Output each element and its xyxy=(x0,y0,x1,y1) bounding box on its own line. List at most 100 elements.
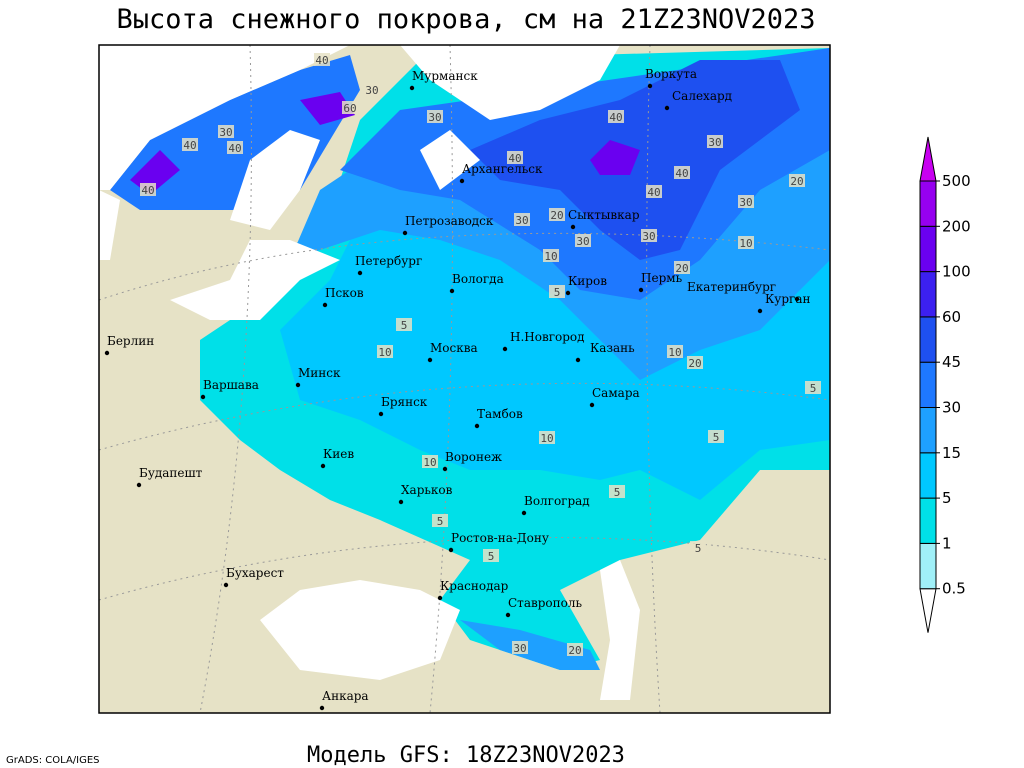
contour-label-box xyxy=(396,318,412,331)
colorbar-label: 0.5 xyxy=(942,580,966,598)
contour-label-box xyxy=(738,195,754,208)
contour-label: 5 xyxy=(614,486,621,499)
contour-label: 5 xyxy=(401,319,408,332)
contour-label: 40 xyxy=(675,167,688,180)
city-dot xyxy=(664,105,670,111)
colorbar-label: 100 xyxy=(942,263,971,281)
city-dot xyxy=(448,547,454,553)
contour-label-box xyxy=(218,125,234,138)
contour-label-box xyxy=(364,83,380,96)
contour-label: 30 xyxy=(365,84,378,97)
subtitle: Модель GFS: 18Z23NOV2023 xyxy=(307,743,625,768)
city-label: Петрозаводск xyxy=(405,214,494,228)
city-label: Бухарест xyxy=(226,566,284,580)
contour-label-box xyxy=(182,138,198,151)
contour-label-box xyxy=(314,53,330,66)
contour-label-box xyxy=(549,208,565,221)
contour-label-box xyxy=(483,549,499,562)
contour-label-box xyxy=(432,514,448,527)
contour-label: 5 xyxy=(695,542,702,555)
colorbar-swatch xyxy=(919,225,937,273)
sea xyxy=(99,45,640,700)
city-label: Москва xyxy=(430,341,478,355)
title: Высота снежного покрова, см на 21Z23NOV2… xyxy=(117,4,816,35)
colorbar-swatch xyxy=(919,542,937,590)
colorbar-swatch xyxy=(919,316,937,363)
colorbar-label: 45 xyxy=(942,353,961,371)
city-dot xyxy=(437,595,443,601)
city-dot xyxy=(223,582,229,588)
city-dot xyxy=(442,466,448,472)
contour-label: 40 xyxy=(609,111,622,124)
contour-label: 10 xyxy=(540,432,553,445)
contour-label-box xyxy=(708,430,724,443)
city-dot xyxy=(295,382,301,388)
city-label: Сыктывкар xyxy=(568,208,640,222)
colorbar-label: 1 xyxy=(942,534,952,552)
city-label: Петербург xyxy=(355,254,422,268)
colorbar-swatch xyxy=(919,452,937,499)
contour-label: 5 xyxy=(554,286,561,299)
city-label: Киев xyxy=(323,447,354,461)
contour-label-box xyxy=(641,229,657,242)
contour-label: 30 xyxy=(428,111,441,124)
city-dot xyxy=(589,402,595,408)
city-label: Казань xyxy=(590,341,635,355)
labels: 40 30 60 30 40 30 40 40 40 40 30 40 40 20 30 20 30 30 30 20… xyxy=(104,53,821,711)
contour-label-box xyxy=(690,541,706,554)
contour-label: 30 xyxy=(642,230,655,243)
contour-label-box xyxy=(646,185,662,198)
city-dot xyxy=(474,423,480,429)
contour-label-box xyxy=(789,174,805,187)
city-label: Псков xyxy=(325,286,364,300)
contour-label: 30 xyxy=(513,642,526,655)
colorbar-label: 30 xyxy=(942,399,961,417)
contour-label-box xyxy=(575,234,591,247)
city-label: Берлин xyxy=(107,334,154,348)
city-label: Ставрополь xyxy=(508,596,582,610)
city-dot xyxy=(427,357,433,363)
contour-label: 30 xyxy=(739,196,752,209)
contour-label: 20 xyxy=(688,357,701,370)
city-dot xyxy=(647,83,653,89)
contour-label-box xyxy=(140,183,156,196)
city-label: Самара xyxy=(592,386,640,400)
city-label: Воронеж xyxy=(445,450,502,464)
contour-label: 10 xyxy=(739,237,752,250)
contour-label-box xyxy=(422,455,438,468)
contour-label-box xyxy=(609,485,625,498)
city-dot xyxy=(638,287,644,293)
colorbar-label: 60 xyxy=(942,308,961,326)
city-label: Киров xyxy=(568,274,607,288)
contour-label-box xyxy=(608,110,624,123)
contour-label: 40 xyxy=(647,186,660,199)
colorbar-label: 200 xyxy=(942,217,971,235)
contour-label-box xyxy=(738,236,754,249)
map-frame xyxy=(98,44,831,714)
contour-label-box xyxy=(514,213,530,226)
city-dot xyxy=(570,224,576,230)
contour-label: 10 xyxy=(544,250,557,263)
colorbar-swatch xyxy=(919,407,937,454)
city-label: Харьков xyxy=(401,483,453,497)
contour-label: 20 xyxy=(568,644,581,657)
city-dot xyxy=(320,463,326,469)
contour-label: 30 xyxy=(708,136,721,149)
colorbar-label: 500 xyxy=(942,172,971,190)
city-label: Воркута xyxy=(645,67,697,81)
credit: GrADS: COLA/IGES xyxy=(6,755,100,766)
city-dot xyxy=(505,612,511,618)
city-dot xyxy=(502,346,508,352)
city-label: Будапешт xyxy=(139,466,203,480)
city-dot xyxy=(449,288,455,294)
snow-zone xyxy=(460,620,600,670)
contour-label-box xyxy=(377,345,393,358)
city-dot xyxy=(378,411,384,417)
contour-label-box xyxy=(507,151,523,164)
contour-label-box xyxy=(674,261,690,274)
colorbar-label: 15 xyxy=(942,444,961,462)
city-dot xyxy=(136,482,142,488)
contour-label: 40 xyxy=(228,142,241,155)
contour-label-box xyxy=(543,249,559,262)
